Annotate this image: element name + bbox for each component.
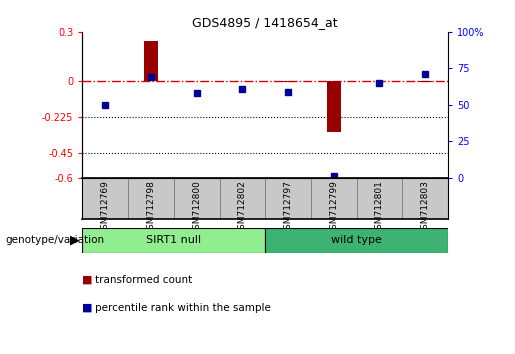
Text: transformed count: transformed count (95, 275, 193, 285)
Bar (144, 41, 158, 80)
Text: wild type: wild type (331, 235, 382, 245)
Text: GSM712769: GSM712769 (101, 180, 110, 235)
Bar (281, 80, 295, 82)
Text: GSM712797: GSM712797 (284, 180, 293, 235)
Bar (265, 228, 448, 253)
Bar (82, 228, 265, 253)
Title: GDS4895 / 1418654_at: GDS4895 / 1418654_at (193, 16, 338, 29)
Text: GSM712800: GSM712800 (192, 180, 201, 235)
Text: GSM712803: GSM712803 (421, 180, 430, 235)
Text: GSM712798: GSM712798 (146, 180, 156, 235)
Text: GSM712802: GSM712802 (238, 180, 247, 235)
Text: ▶: ▶ (70, 234, 80, 247)
Bar (418, 80, 432, 82)
Text: GSM712799: GSM712799 (329, 180, 338, 235)
Text: percentile rank within the sample: percentile rank within the sample (95, 303, 271, 313)
Bar (327, 80, 340, 132)
Text: ■: ■ (82, 303, 93, 313)
Text: genotype/variation: genotype/variation (5, 235, 104, 245)
Text: GSM712801: GSM712801 (375, 180, 384, 235)
Text: SIRT1 null: SIRT1 null (146, 235, 201, 245)
Text: ■: ■ (82, 275, 93, 285)
